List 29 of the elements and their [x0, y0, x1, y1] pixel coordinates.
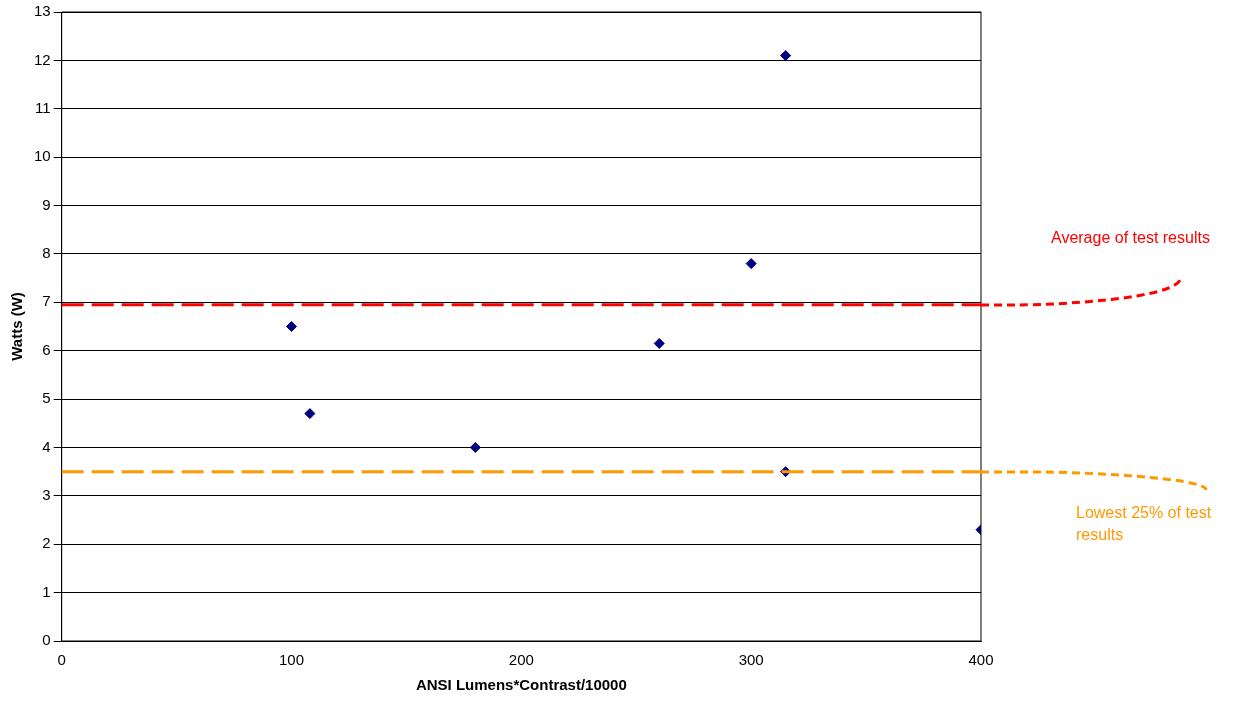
ref-line-label: Average of test results [1051, 227, 1211, 248]
y-tick-label: 9 [42, 195, 51, 213]
y-tick-label: 13 [34, 2, 51, 20]
y-tick-label: 8 [42, 244, 51, 262]
x-tick-label: 100 [279, 651, 305, 669]
point [780, 50, 792, 62]
y-tick-label: 2 [42, 534, 51, 552]
ref-line-label: Lowest 25% of test results [1076, 502, 1213, 545]
y-tick-label: 5 [42, 389, 51, 407]
point [469, 441, 481, 453]
point [286, 321, 298, 332]
y-tick-label: 7 [42, 292, 51, 310]
point [745, 258, 757, 270]
y-tick-label: 4 [42, 437, 51, 455]
y-tick-label: 3 [42, 485, 51, 503]
x-axis-title: ANSI Lumens*Contrast/10000 [415, 676, 627, 694]
x-tick-label: 300 [738, 651, 764, 669]
point [653, 337, 665, 349]
y-tick-label: 6 [42, 340, 51, 358]
y-tick-label: 0 [42, 631, 51, 649]
y-tick-label: 12 [34, 50, 51, 68]
y-axis-title: Watts (W) [8, 292, 26, 361]
y-tick-label: 1 [42, 582, 51, 600]
x-tick-label: 200 [508, 651, 534, 669]
x-tick-label: 0 [57, 651, 66, 669]
x-tick-label: 400 [968, 651, 994, 669]
y-tick-label: 10 [34, 147, 51, 165]
point [304, 408, 316, 420]
y-tick-label: 11 [35, 98, 51, 116]
